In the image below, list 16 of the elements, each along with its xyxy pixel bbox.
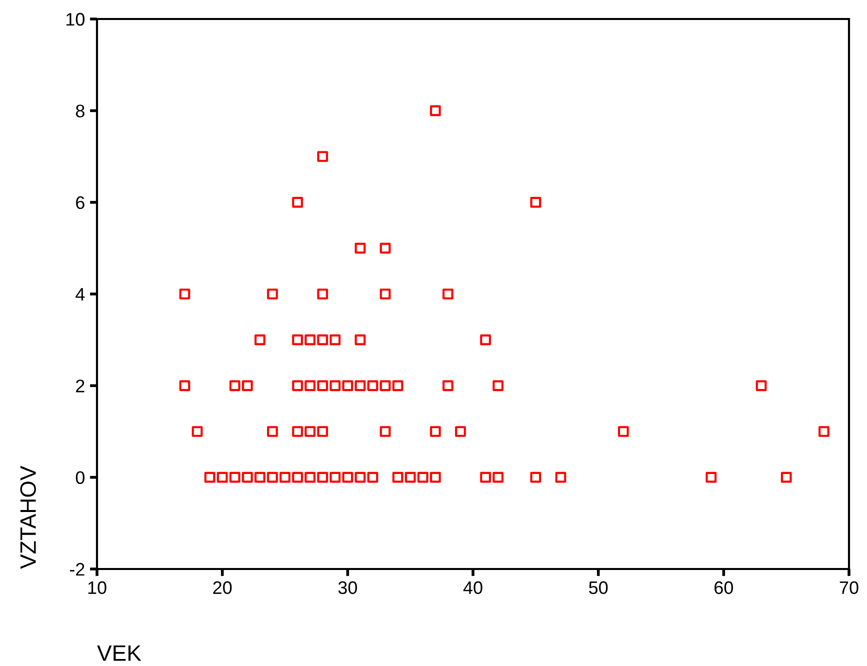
x-tick-label: 20 — [213, 581, 232, 594]
x-axis-title: VEK — [97, 645, 142, 661]
x-tick-label: 30 — [338, 581, 358, 594]
x-tick-label: 60 — [714, 581, 734, 594]
x-tick-label: 10 — [88, 581, 106, 594]
y-tick-label: 0 — [76, 471, 84, 484]
y-tick-label: -2 — [70, 562, 84, 576]
y-tick-label: 2 — [76, 380, 84, 392]
y-tick-label: 8 — [76, 104, 84, 118]
x-tick-label: 40 — [463, 581, 482, 594]
y-tick-label: 6 — [76, 196, 84, 210]
y-axis-title: VZTAHOV — [20, 466, 36, 569]
y-tick-label: 4 — [76, 288, 85, 301]
x-tick-label: 70 — [840, 581, 858, 594]
y-tick-label: 10 — [66, 12, 84, 26]
x-tick-label: 50 — [589, 581, 608, 594]
